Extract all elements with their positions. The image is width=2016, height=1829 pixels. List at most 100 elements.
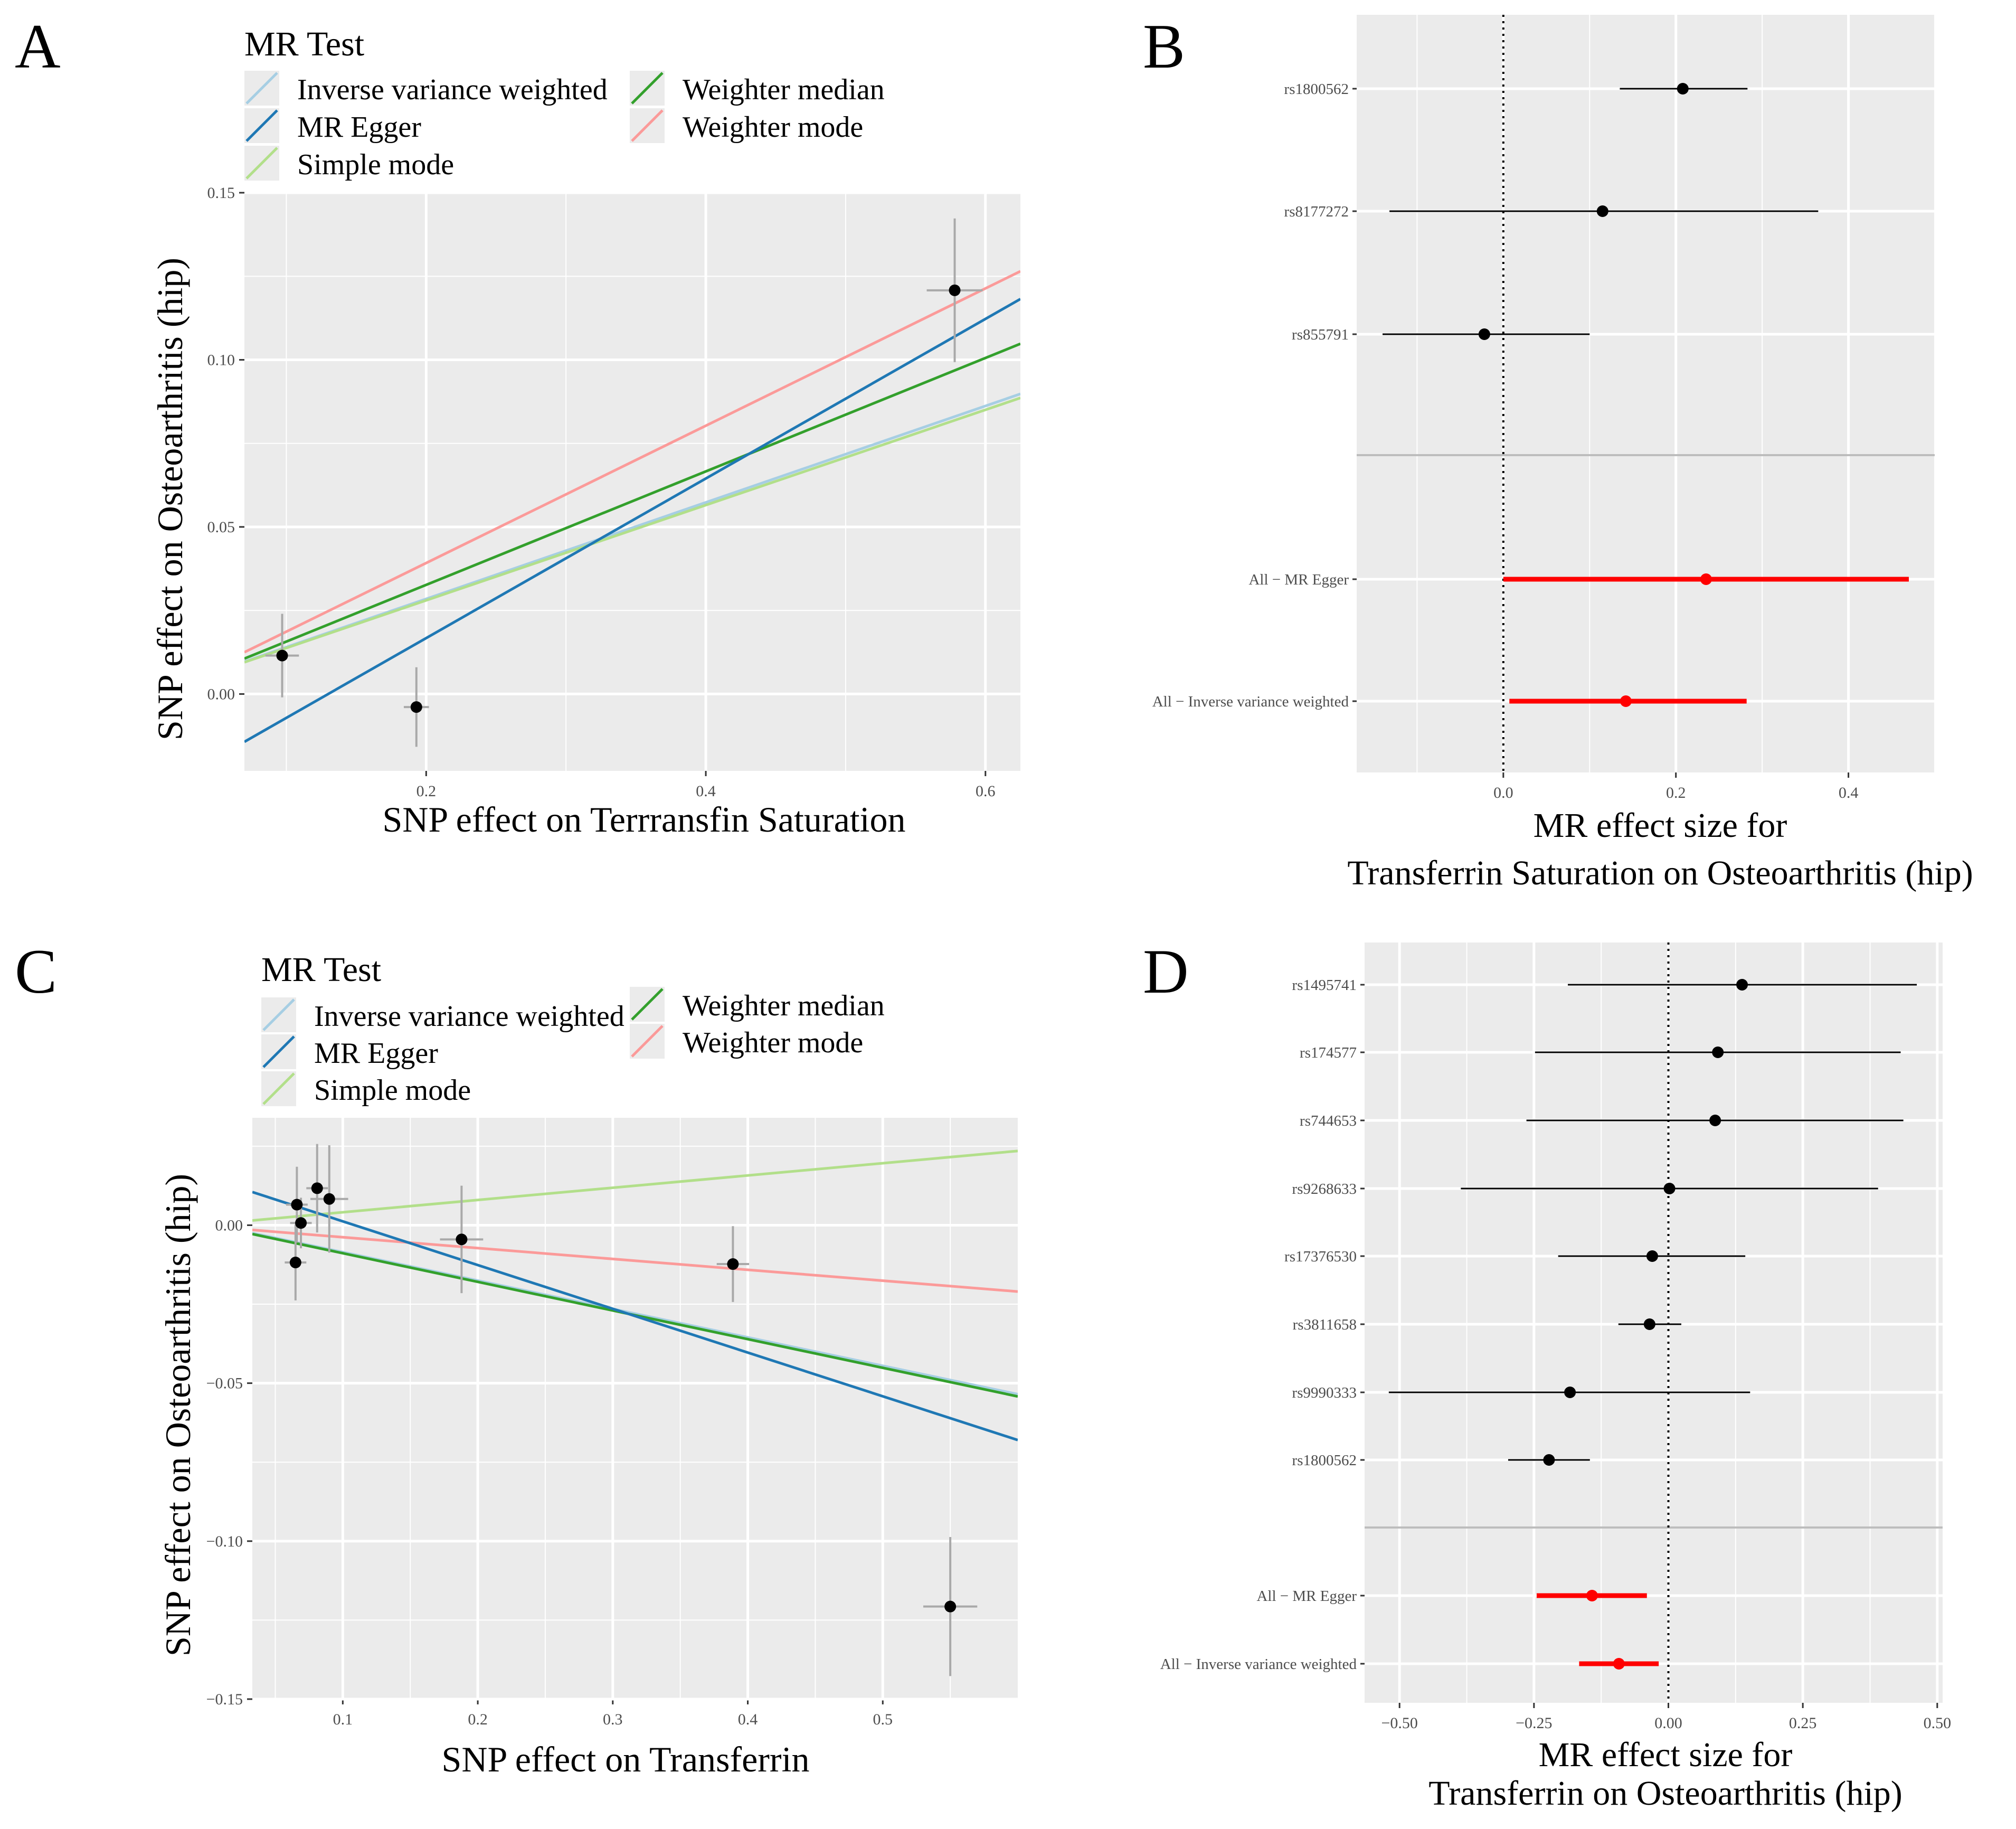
- snp-label: rs744653: [1300, 1113, 1357, 1129]
- summary-estimate-point: [1586, 1590, 1598, 1601]
- snp-label: rs3811658: [1293, 1316, 1357, 1333]
- x-tick-label: 0.00: [1654, 1714, 1682, 1732]
- panel-a-scatter-plot: 0.2 0.4 0.6 0.00 0.05 0.10 0.15 MR Test Inverse …: [150, 25, 1020, 840]
- snp-estimate-point: [1736, 979, 1748, 991]
- x-tick-label: 0.5: [873, 1711, 893, 1728]
- data-point: [291, 1199, 303, 1211]
- x-axis-title: SNP effect on Terrransfin Saturation: [382, 799, 905, 840]
- snp-estimate-point: [1478, 328, 1490, 340]
- y-axis-title: SNP effect on Osteoarthritis (hip): [158, 1174, 198, 1656]
- legend-key-line: [262, 1035, 295, 1068]
- x-tick-label: 0.2: [1666, 784, 1686, 802]
- x-tick-label: 0.3: [603, 1711, 623, 1728]
- summary-estimate-point: [1700, 573, 1712, 585]
- legend-label: Weighter mode: [683, 111, 863, 144]
- data-point: [410, 701, 422, 713]
- x-tick-label: 0.2: [417, 782, 437, 800]
- x-tick-label: 0.25: [1789, 1714, 1817, 1732]
- legend-label: Inverse variance weighted: [297, 73, 608, 106]
- legend-label: Weighter mode: [683, 1026, 863, 1059]
- snp-estimate-point: [1709, 1115, 1721, 1126]
- regression-line-weighter-mode: [252, 1228, 1018, 1293]
- data-point: [311, 1182, 323, 1194]
- panel-d-forest-plot: −0.50 −0.25 0.00 0.25 0.50 rs1495741 rs174577 r…: [1160, 942, 1951, 1813]
- x-axis-title-line: Transferrin on Osteoarthritis (hip): [1428, 1774, 1903, 1813]
- snp-label: rs1800562: [1284, 81, 1349, 98]
- legend-title: MR Test: [261, 950, 381, 989]
- summary-label: All − Inverse variance weighted: [1160, 1656, 1357, 1673]
- legend-key-line: [631, 109, 664, 142]
- panel-label-d: D: [1143, 936, 1189, 1006]
- y-tick-label: −0.10: [206, 1533, 243, 1550]
- y-tick-label: −0.05: [206, 1375, 243, 1392]
- x-tick-label: 0.4: [1839, 784, 1859, 802]
- snp-estimate-point: [1543, 1454, 1555, 1466]
- panel-c-scatter-plot: 0.1 0.2 0.3 0.4 0.5 −0.15 −0.10 −0.05 0.00 MR Tes…: [158, 950, 1018, 1779]
- snp-estimate-point: [1564, 1387, 1576, 1398]
- x-tick-label: 0.1: [333, 1711, 353, 1728]
- snp-estimate-point: [1712, 1047, 1724, 1058]
- plot-area: [1357, 15, 1935, 772]
- regression-line-mr-egger: [252, 1191, 1018, 1441]
- plot-area: [244, 193, 1020, 771]
- snp-label: rs1800562: [1292, 1452, 1357, 1469]
- x-axis-title: SNP effect on Transferrin: [442, 1739, 810, 1779]
- y-tick-label: 0.00: [207, 685, 235, 703]
- legend-key-line: [245, 109, 278, 142]
- summary-estimate-point: [1613, 1658, 1625, 1670]
- panel-label-c: C: [15, 936, 57, 1006]
- snp-estimate-point: [1643, 1318, 1655, 1330]
- snp-label: rs855791: [1292, 326, 1349, 343]
- panel-b-forest-plot: 0.0 0.2 0.4 rs1800562 rs8177272 rs855791 All −…: [1152, 15, 1973, 892]
- x-tick-label: 0.50: [1924, 1714, 1952, 1732]
- x-tick-label: 0.4: [738, 1711, 758, 1728]
- y-tick-label: −0.15: [206, 1691, 243, 1708]
- x-tick-label: −0.25: [1516, 1714, 1552, 1732]
- legend-key-line: [245, 147, 278, 180]
- data-point: [295, 1217, 307, 1229]
- legend-label: Weighter median: [683, 989, 885, 1022]
- data-point: [727, 1258, 739, 1270]
- y-tick-label: 0.05: [207, 518, 235, 536]
- regression-lines: [252, 1149, 1018, 1441]
- snp-estimate-point: [1596, 205, 1608, 217]
- x-tick-label: 0.6: [976, 782, 996, 800]
- legend-key-line: [631, 72, 664, 105]
- x-tick-label: 0.4: [696, 782, 716, 800]
- summary-label: All − MR Egger: [1248, 571, 1349, 588]
- legend-label: Weighter median: [683, 73, 885, 106]
- legend-title: MR Test: [244, 25, 364, 63]
- data-point: [456, 1233, 468, 1246]
- legend-label: Simple mode: [314, 1074, 471, 1107]
- data-point: [949, 284, 961, 296]
- regression-line-mr-egger: [244, 298, 1020, 743]
- snp-label: rs1495741: [1292, 977, 1357, 994]
- y-tick-label: 0.10: [207, 351, 235, 369]
- data-point: [289, 1257, 301, 1269]
- y-tick-label: 0.00: [215, 1217, 243, 1234]
- legend-key-line: [631, 988, 664, 1021]
- snp-estimate-point: [1646, 1250, 1658, 1262]
- regression-line-simple-mode: [244, 397, 1020, 664]
- legend-label: Inverse variance weighted: [314, 1000, 624, 1033]
- summary-label: All − MR Egger: [1256, 1588, 1357, 1605]
- legend-label: MR Egger: [297, 111, 421, 144]
- x-axis-title-line: MR effect size for: [1534, 806, 1787, 845]
- x-tick-label: 0.2: [468, 1711, 488, 1728]
- regression-line-simple-mode: [252, 1149, 1018, 1222]
- summary-estimate-point: [1620, 695, 1632, 707]
- data-point: [944, 1600, 957, 1613]
- legend-key-line: [631, 1025, 664, 1058]
- legend-key-line: [245, 72, 278, 105]
- snp-estimate-point: [1663, 1183, 1676, 1194]
- x-tick-label: 0.0: [1493, 784, 1513, 802]
- snp-label: rs9268633: [1292, 1181, 1357, 1198]
- panel-label-b: B: [1143, 11, 1185, 81]
- regression-line-weighter-mode: [244, 270, 1020, 654]
- snp-label: rs9990333: [1292, 1384, 1357, 1401]
- legend-label: MR Egger: [314, 1037, 438, 1070]
- x-axis-title-line: MR effect size for: [1539, 1736, 1793, 1774]
- plot-area: [252, 1118, 1018, 1699]
- x-tick-label: −0.50: [1381, 1714, 1417, 1732]
- data-point: [276, 649, 288, 662]
